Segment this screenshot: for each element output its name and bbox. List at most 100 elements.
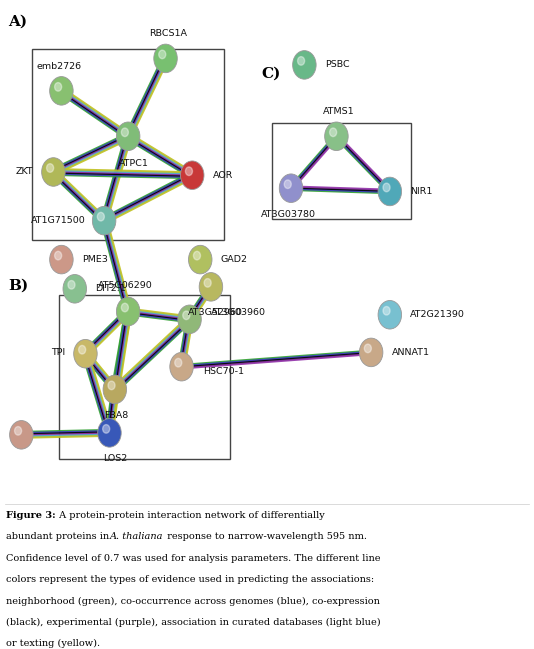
Circle shape bbox=[185, 167, 192, 175]
Circle shape bbox=[46, 164, 53, 172]
Circle shape bbox=[378, 300, 402, 329]
Text: (black), experimental (purple), association in curated databases (light blue): (black), experimental (purple), associat… bbox=[6, 618, 381, 627]
Circle shape bbox=[328, 126, 345, 147]
Text: neighborhood (green), co-occurrence across genomes (blue), co-expression: neighborhood (green), co-occurrence acro… bbox=[6, 596, 380, 606]
Circle shape bbox=[282, 177, 300, 199]
Text: A): A) bbox=[8, 14, 27, 29]
Circle shape bbox=[54, 82, 61, 91]
Text: ZKT: ZKT bbox=[15, 167, 33, 177]
Text: AT2G21390: AT2G21390 bbox=[410, 310, 465, 319]
Circle shape bbox=[329, 128, 336, 136]
Circle shape bbox=[50, 245, 73, 274]
Circle shape bbox=[10, 421, 33, 449]
Circle shape bbox=[13, 424, 30, 445]
Text: PSBC: PSBC bbox=[325, 60, 349, 69]
Circle shape bbox=[52, 249, 70, 271]
Circle shape bbox=[52, 80, 70, 101]
Circle shape bbox=[157, 48, 174, 69]
Circle shape bbox=[279, 174, 303, 202]
Circle shape bbox=[54, 251, 61, 260]
Text: AT5G06290: AT5G06290 bbox=[98, 281, 153, 290]
Circle shape bbox=[103, 424, 109, 433]
Text: TPI: TPI bbox=[51, 348, 65, 357]
Text: FBA8: FBA8 bbox=[104, 411, 128, 420]
Text: DIT2.1: DIT2.1 bbox=[95, 284, 126, 293]
Circle shape bbox=[68, 280, 75, 289]
Text: AT3G03780: AT3G03780 bbox=[261, 210, 316, 219]
Circle shape bbox=[180, 308, 199, 330]
Circle shape bbox=[378, 177, 402, 206]
Text: ATPC1: ATPC1 bbox=[119, 159, 148, 168]
Circle shape bbox=[189, 245, 212, 274]
Circle shape bbox=[284, 180, 291, 188]
Circle shape bbox=[159, 50, 166, 58]
Circle shape bbox=[383, 306, 390, 315]
Circle shape bbox=[121, 128, 128, 136]
Text: AT3G03960: AT3G03960 bbox=[211, 308, 266, 317]
Circle shape bbox=[381, 180, 398, 202]
Circle shape bbox=[42, 158, 65, 186]
Text: B): B) bbox=[8, 279, 28, 293]
Text: RBCS1A: RBCS1A bbox=[149, 29, 187, 38]
Circle shape bbox=[154, 44, 177, 73]
Circle shape bbox=[381, 304, 398, 326]
Circle shape bbox=[183, 311, 190, 319]
Text: A. thaliana: A. thaliana bbox=[109, 532, 163, 541]
Text: Figure 3:: Figure 3: bbox=[6, 511, 56, 520]
Circle shape bbox=[119, 300, 137, 322]
Circle shape bbox=[173, 356, 191, 378]
Circle shape bbox=[364, 344, 371, 352]
Text: ANNAT1: ANNAT1 bbox=[391, 348, 429, 357]
Circle shape bbox=[78, 345, 85, 354]
Text: AT3G52960: AT3G52960 bbox=[188, 308, 242, 317]
Text: HSC70-1: HSC70-1 bbox=[203, 367, 244, 376]
Circle shape bbox=[98, 419, 121, 447]
Text: ATMS1: ATMS1 bbox=[323, 107, 355, 116]
Circle shape bbox=[293, 51, 316, 79]
Circle shape bbox=[178, 305, 201, 334]
Text: response to narrow-wavelength 595 nm.: response to narrow-wavelength 595 nm. bbox=[164, 532, 367, 541]
Circle shape bbox=[296, 54, 313, 75]
Circle shape bbox=[199, 273, 223, 301]
Circle shape bbox=[77, 343, 95, 365]
Text: PME3: PME3 bbox=[82, 255, 107, 264]
Circle shape bbox=[116, 297, 140, 326]
Circle shape bbox=[362, 341, 380, 363]
Text: C): C) bbox=[262, 66, 281, 80]
Circle shape bbox=[383, 183, 390, 191]
Circle shape bbox=[297, 56, 304, 65]
Text: GAD2: GAD2 bbox=[221, 255, 248, 264]
Circle shape bbox=[108, 381, 115, 389]
Text: NIR1: NIR1 bbox=[410, 187, 433, 196]
Text: or texting (yellow).: or texting (yellow). bbox=[6, 639, 100, 648]
Circle shape bbox=[92, 206, 116, 235]
Circle shape bbox=[191, 249, 209, 271]
Text: A protein-protein interaction network of differentially: A protein-protein interaction network of… bbox=[56, 511, 324, 520]
Text: LOS2: LOS2 bbox=[103, 454, 127, 463]
Text: AAC1: AAC1 bbox=[0, 430, 1, 439]
Circle shape bbox=[63, 275, 87, 303]
Circle shape bbox=[97, 212, 104, 221]
Circle shape bbox=[193, 251, 200, 260]
Circle shape bbox=[325, 122, 348, 151]
Circle shape bbox=[119, 126, 137, 147]
Circle shape bbox=[66, 278, 83, 300]
Text: abundant proteins in: abundant proteins in bbox=[6, 532, 113, 541]
Text: AT1G71500: AT1G71500 bbox=[30, 216, 85, 225]
Circle shape bbox=[50, 77, 73, 105]
Circle shape bbox=[170, 352, 193, 381]
Text: emb2726: emb2726 bbox=[36, 62, 81, 71]
Circle shape bbox=[184, 164, 201, 186]
Circle shape bbox=[100, 422, 119, 444]
Circle shape bbox=[202, 276, 220, 297]
Circle shape bbox=[74, 339, 97, 368]
Circle shape bbox=[96, 210, 113, 232]
Circle shape bbox=[121, 303, 128, 312]
Circle shape bbox=[14, 426, 21, 435]
Circle shape bbox=[106, 378, 124, 400]
Circle shape bbox=[45, 161, 62, 183]
Circle shape bbox=[103, 375, 127, 404]
Text: Confidence level of 0.7 was used for analysis parameters. The different line: Confidence level of 0.7 was used for ana… bbox=[6, 554, 381, 563]
Text: AOR: AOR bbox=[213, 171, 233, 180]
Circle shape bbox=[204, 278, 211, 287]
